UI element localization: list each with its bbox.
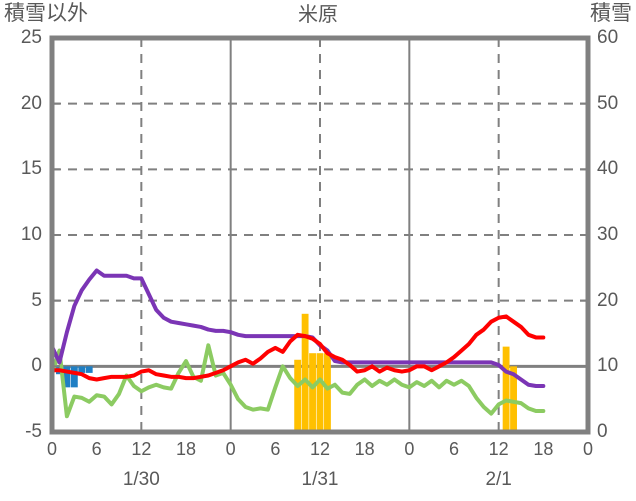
chart-title: 米原 xyxy=(298,4,338,26)
bar xyxy=(309,353,316,432)
xtick-label: 12 xyxy=(488,439,509,459)
ytick-label-left: 25 xyxy=(20,27,42,48)
xtick-label: 0 xyxy=(582,439,593,459)
xtick-label: 18 xyxy=(533,439,554,459)
xtick-label: 12 xyxy=(309,439,331,459)
day-label: 1/31 xyxy=(301,469,339,490)
ytick-label-right: 50 xyxy=(597,92,619,114)
bar xyxy=(294,359,302,432)
xtick-label: 6 xyxy=(270,439,281,459)
ytick-label-left: 0 xyxy=(31,355,42,377)
bar xyxy=(85,366,93,373)
xtick-label: 0 xyxy=(46,439,57,459)
bar xyxy=(63,366,71,388)
ytick-label-left: -5 xyxy=(25,421,42,442)
bar xyxy=(510,366,517,432)
ytick-label-left: 20 xyxy=(20,92,42,114)
red-line xyxy=(50,314,546,382)
xtick-label: 12 xyxy=(131,439,152,459)
ytick-label-left: 15 xyxy=(20,158,42,180)
bar xyxy=(324,353,331,432)
xtick-label: 6 xyxy=(448,439,459,459)
ytick-label-left: 5 xyxy=(31,289,42,311)
xtick-label: 18 xyxy=(175,439,197,459)
bar xyxy=(78,366,86,373)
right-axis-title: 積雪 xyxy=(590,2,632,25)
green-line xyxy=(50,343,546,419)
bar xyxy=(70,366,78,388)
ytick-label-right: 30 xyxy=(597,224,619,245)
ytick-label-right: 40 xyxy=(597,158,619,180)
bar xyxy=(502,346,510,432)
left-axis-title: 積雪以外 xyxy=(4,2,88,25)
orange-bars xyxy=(294,313,517,432)
ytick-label-right: 60 xyxy=(597,27,619,48)
ytick-label-left: 10 xyxy=(20,224,42,245)
xtick-label: 6 xyxy=(91,439,102,459)
bar xyxy=(316,353,324,432)
xtick-label: 18 xyxy=(354,439,375,459)
xtick-label: 0 xyxy=(404,439,415,459)
ytick-label-right: 0 xyxy=(597,421,608,442)
ytick-label-right: 20 xyxy=(597,289,619,311)
bar xyxy=(301,313,309,432)
xtick-label: 0 xyxy=(225,439,236,459)
day-label: 1/30 xyxy=(122,469,160,490)
day-label: 2/1 xyxy=(485,469,512,490)
ytick-label-right: 10 xyxy=(597,355,619,377)
